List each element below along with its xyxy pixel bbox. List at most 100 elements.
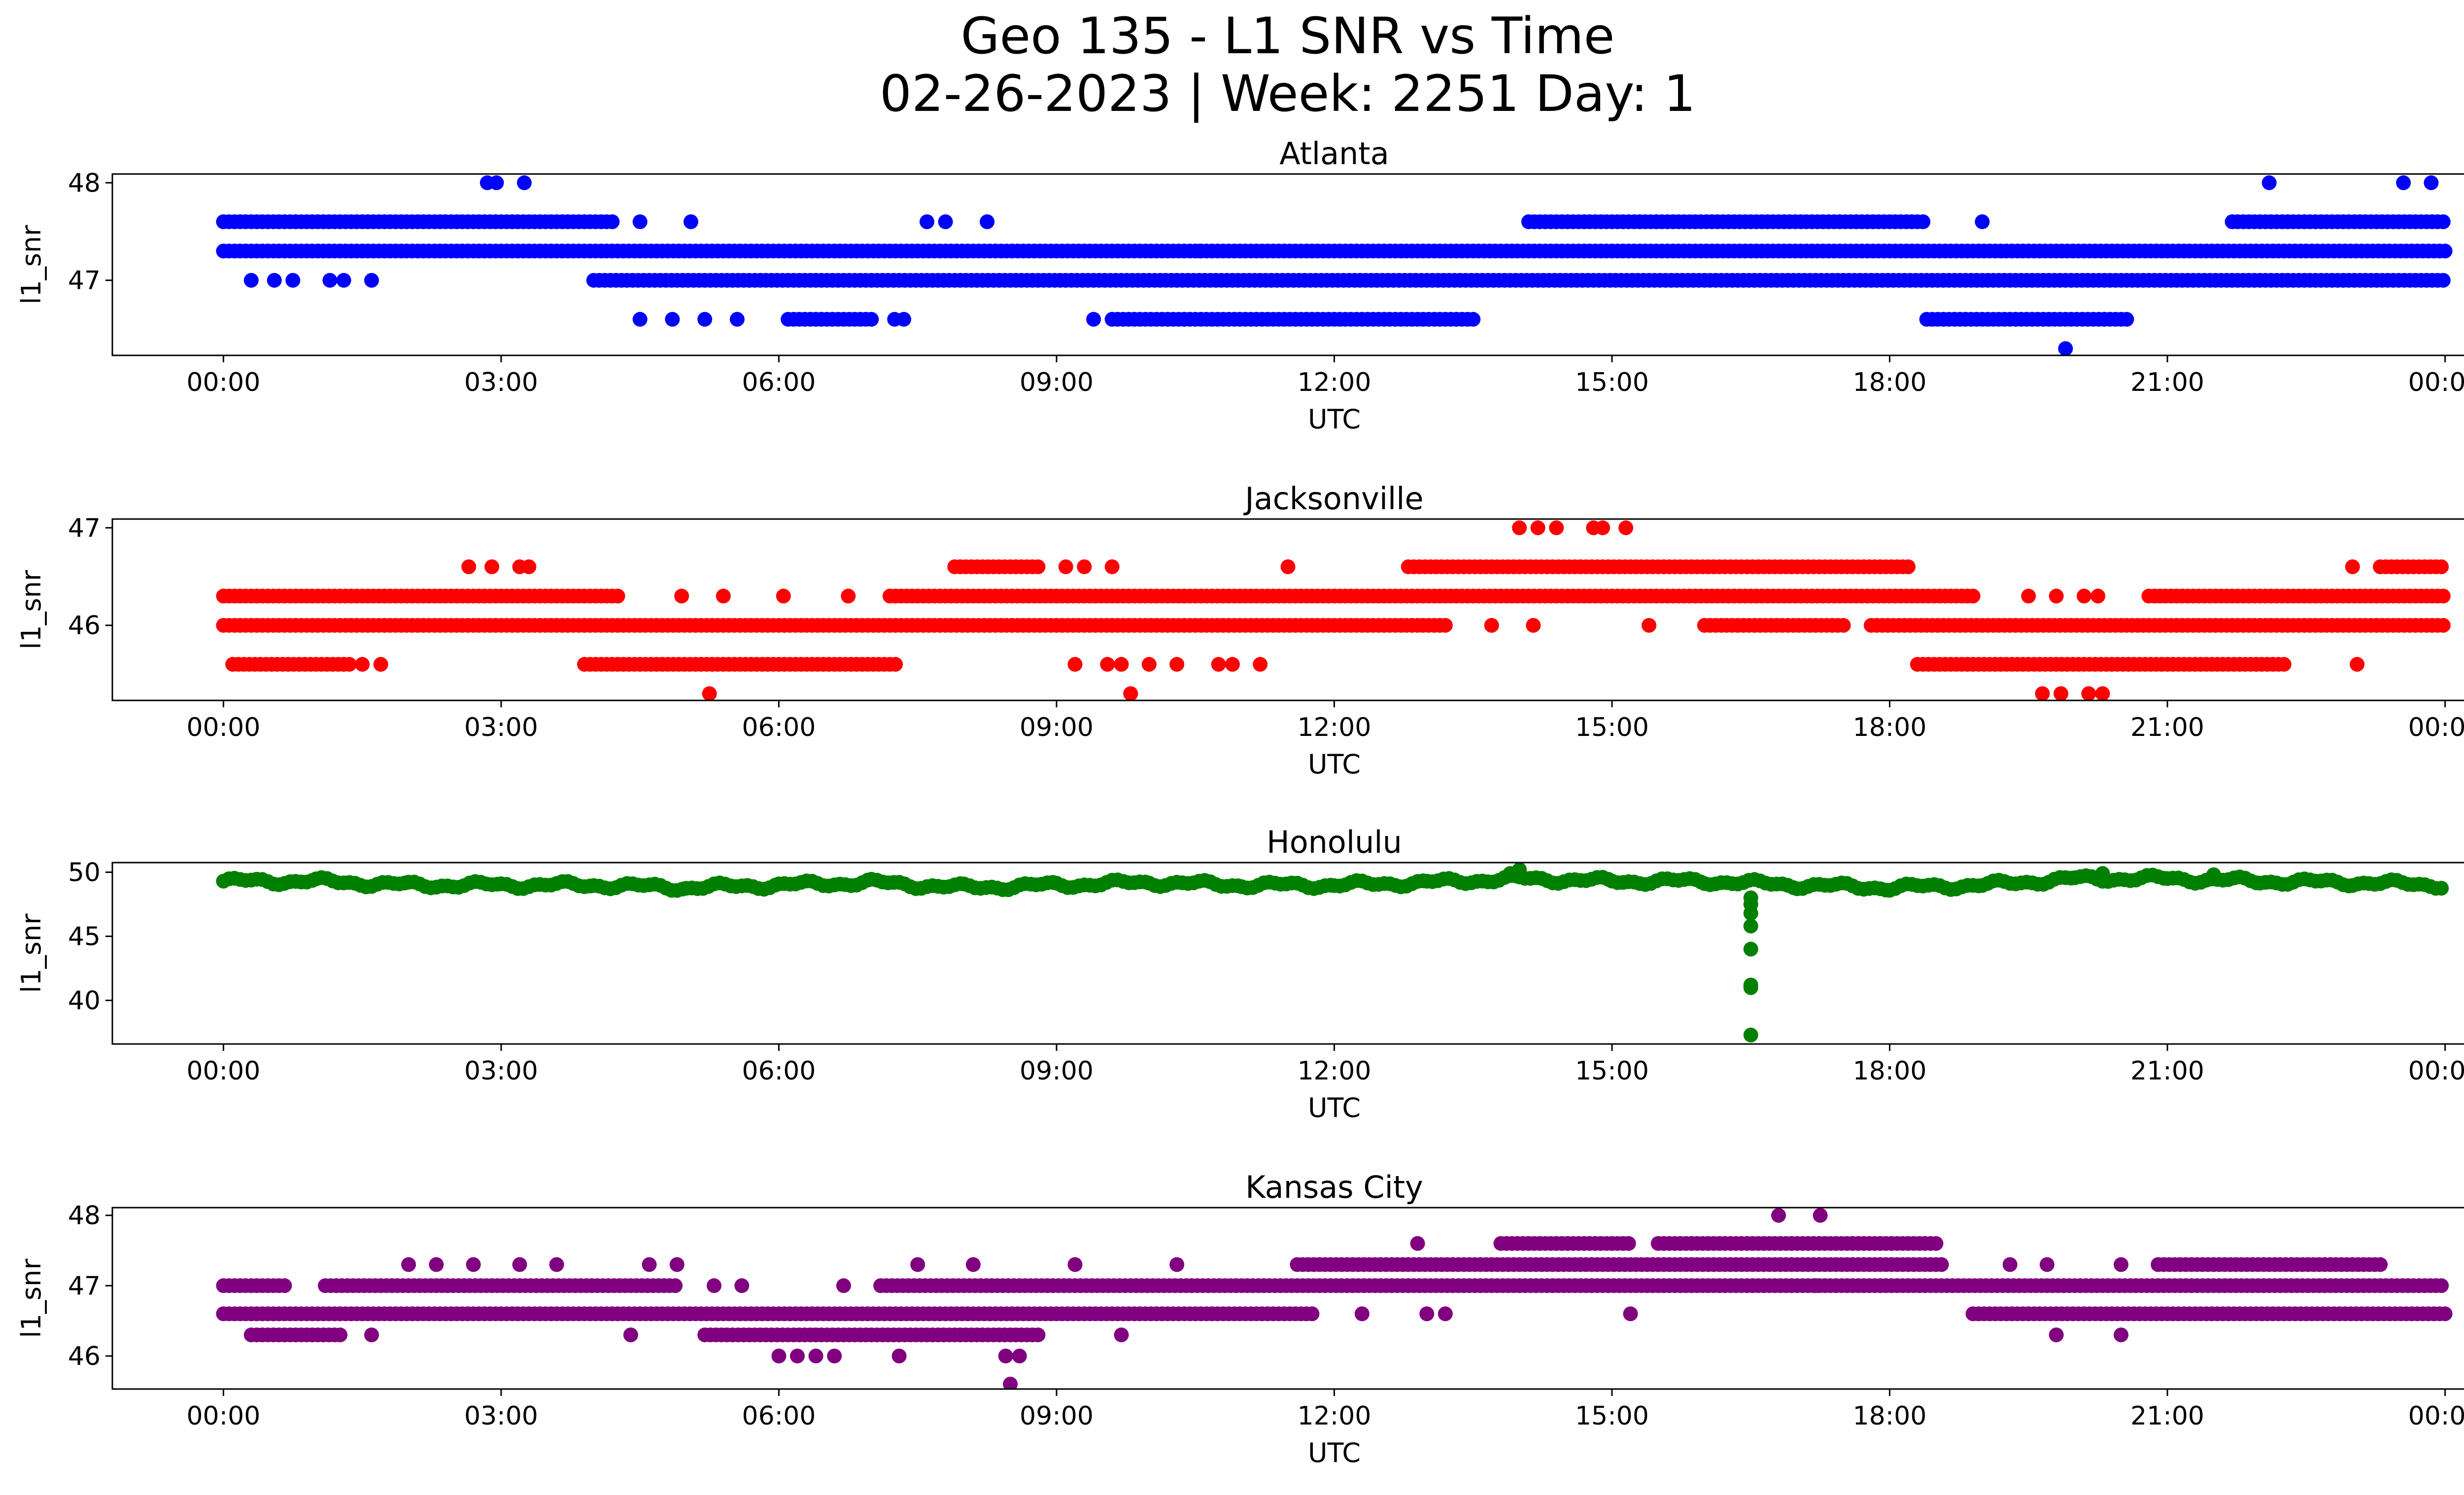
- x-tick-label: 21:00: [2130, 713, 2204, 742]
- scatter-point: [2002, 1257, 2018, 1272]
- scatter-point: [668, 1278, 683, 1293]
- x-axis-label: UTC: [1308, 404, 1361, 435]
- scatter-point: [1003, 1377, 1018, 1389]
- x-tick-label: 09:00: [1020, 368, 1094, 397]
- scatter-point: [896, 312, 911, 327]
- y-tick-label: 48: [68, 1201, 101, 1231]
- scatter-point: [2049, 589, 2064, 604]
- x-tick-label: 15:00: [1575, 368, 1649, 397]
- chart-panel-2: Honolulu 00:00 03:00 06:00 09:00 12:00 15:00 18…: [16, 824, 2464, 1123]
- y-tick-label: 45: [68, 922, 101, 952]
- scatter-point: [466, 1257, 481, 1272]
- x-tick-label: 00:00: [2408, 1056, 2464, 1086]
- scatter-point: [2435, 589, 2451, 604]
- x-tick-label: 15:00: [1575, 1056, 1649, 1086]
- scatter-point: [2035, 686, 2050, 700]
- scatter-point: [2261, 175, 2277, 190]
- y-axis-label: l1_snr: [16, 913, 47, 993]
- x-tick-label: 00:00: [186, 713, 260, 742]
- scatter-point: [461, 559, 477, 574]
- scatter-point: [1114, 1327, 1129, 1343]
- scatter-point: [2206, 867, 2221, 882]
- scatter-point: [998, 1349, 1013, 1363]
- scatter-points: [216, 175, 2453, 355]
- scatter-point: [1086, 312, 1101, 327]
- scatter-point: [1916, 214, 1931, 229]
- scatter-point: [333, 1327, 348, 1343]
- scatter-point: [1808, 1278, 1823, 1293]
- scatter-point: [836, 1278, 851, 1293]
- scatter-point: [669, 1257, 684, 1272]
- scatter-point: [888, 657, 903, 672]
- scatter-point: [1437, 1306, 1453, 1321]
- x-tick-label: 00:00: [2408, 1401, 2464, 1431]
- scatter-point: [1549, 520, 1564, 535]
- scatter-point: [521, 559, 537, 574]
- panel-title: Jacksonville: [1243, 481, 1423, 517]
- x-tick-label: 06:00: [742, 713, 816, 742]
- scatter-point: [2437, 1306, 2453, 1321]
- scatter-point: [1012, 1349, 1027, 1363]
- x-tick-label: 03:00: [464, 368, 538, 397]
- panels: Atlanta 00:00 03:00 06:00 09:00 12:00 15:00 18:…: [16, 136, 2464, 1468]
- scatter-point: [1253, 657, 1268, 672]
- x-tick-label: 03:00: [464, 1056, 538, 1086]
- scatter-point: [2114, 1327, 2129, 1343]
- scatter-point: [516, 175, 532, 190]
- scatter-point: [1058, 559, 1073, 574]
- scatter-point: [910, 1257, 925, 1272]
- scatter-point: [1503, 866, 1518, 881]
- x-axis-label: UTC: [1308, 1437, 1361, 1468]
- scatter-point: [1484, 618, 1499, 633]
- scatter-point: [1743, 980, 1758, 995]
- scatter-point: [1621, 1236, 1636, 1251]
- scatter-point: [2345, 559, 2360, 574]
- scatter-point: [623, 1327, 638, 1343]
- x-tick-label: 09:00: [1020, 713, 1094, 742]
- y-tick-label: 47: [68, 1271, 101, 1301]
- x-tick-label: 03:00: [464, 1401, 538, 1431]
- scatter-point: [429, 1257, 444, 1272]
- scatter-point: [1526, 618, 1541, 633]
- chart-panel-3: Kansas City 00:00 03:00 06:00 09:00 12:00 15:0…: [16, 1169, 2464, 1468]
- scatter-point: [2276, 657, 2292, 672]
- x-tick-label: 15:00: [1575, 713, 1649, 742]
- scatter-point: [1067, 1257, 1083, 1272]
- scatter-point: [965, 1257, 981, 1272]
- scatter-point: [1623, 1306, 1638, 1321]
- scatter-point: [1437, 618, 1453, 633]
- scatter-point: [1965, 589, 1981, 604]
- scatter-point: [980, 214, 995, 229]
- scatter-point: [734, 1278, 750, 1293]
- scatter-point: [697, 312, 713, 327]
- scatter-point: [2049, 1327, 2064, 1343]
- scatter-point: [1934, 1257, 1949, 1272]
- scatter-point: [1771, 1208, 1786, 1223]
- scatter-point: [1743, 905, 1758, 921]
- scatter-point: [1100, 657, 1115, 672]
- scatter-point: [808, 1349, 823, 1363]
- scatter-point: [2435, 214, 2451, 229]
- scatter-point: [1743, 941, 1758, 957]
- scatter-point: [920, 214, 934, 229]
- scatter-point: [484, 559, 500, 574]
- scatter-point: [285, 273, 301, 288]
- scatter-point: [277, 1278, 292, 1293]
- scatter-point: [841, 589, 856, 604]
- chart-panel-1: Jacksonville 00:00 03:00 06:00 09:00 12:00 15:…: [16, 481, 2464, 780]
- scatter-point: [776, 589, 791, 604]
- scatter-point: [2077, 589, 2091, 604]
- scatter-point: [364, 273, 379, 288]
- y-tick-label: 47: [68, 514, 101, 543]
- scatter-points: [216, 1208, 2453, 1389]
- scatter-point: [512, 1257, 527, 1272]
- scatter-point: [827, 1349, 842, 1363]
- x-tick-label: 15:00: [1575, 1401, 1649, 1431]
- scatter-point: [1114, 657, 1129, 672]
- scatter-point: [1169, 657, 1185, 672]
- scatter-point: [1193, 243, 1208, 259]
- scatter-point: [1743, 1027, 1758, 1043]
- scatter-point: [1928, 1236, 1944, 1251]
- scatter-point: [2119, 312, 2134, 327]
